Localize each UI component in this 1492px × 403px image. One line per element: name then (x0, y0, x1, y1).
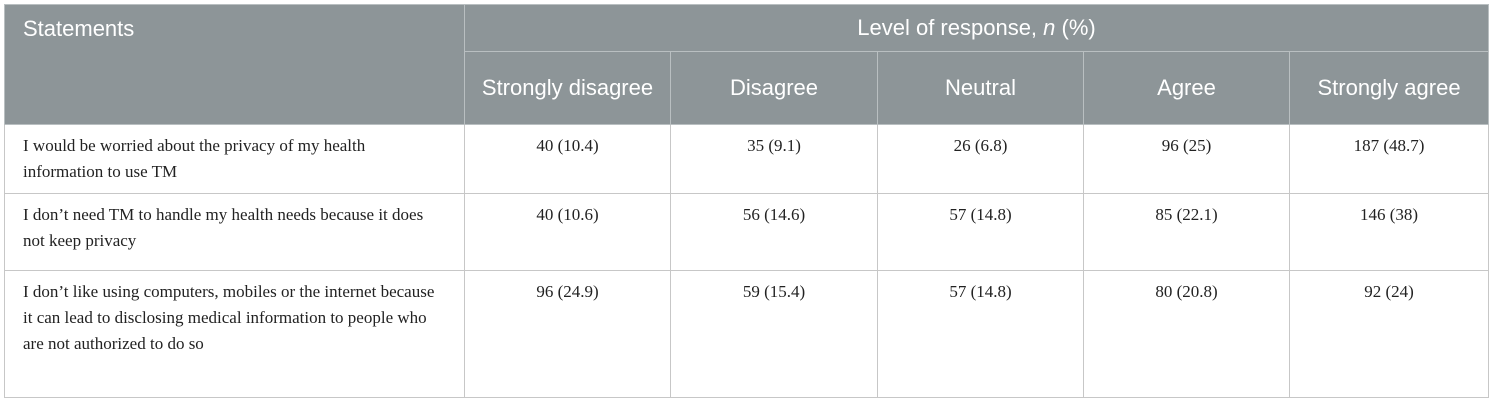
value-cell: 56 (14.6) (670, 193, 878, 271)
value-cell: 59 (15.4) (670, 270, 878, 398)
table-body: I would be worried about the privacy of … (4, 124, 1490, 398)
value-cell: 26 (6.8) (877, 124, 1084, 194)
value-cell: 35 (9.1) (670, 124, 878, 194)
statement-cell: I don’t like using computers, mobiles or… (4, 270, 465, 398)
value-cell: 40 (10.4) (464, 124, 671, 194)
header-cell: Strongly agree (1288, 51, 1490, 125)
value-cell: 57 (14.8) (877, 193, 1084, 271)
value-cell: 80 (20.8) (1083, 270, 1290, 398)
header-cell: Strongly disagree (464, 51, 671, 125)
response-table: Statements Level of response, n (%) Stro… (4, 4, 1490, 398)
header-row: Strongly disagree Disagree Neutral Agree… (5, 51, 1490, 125)
statement-cell: I don’t need TM to handle my health need… (4, 193, 465, 271)
value-cell: 85 (22.1) (1083, 193, 1290, 271)
value-cell: 40 (10.6) (464, 193, 671, 271)
table-row: I would be worried about the privacy of … (4, 124, 1490, 194)
value-cell: 57 (14.8) (877, 270, 1084, 398)
header-cell: Statements (4, 4, 465, 125)
table-row: I don’t need TM to handle my health need… (4, 193, 1490, 271)
group-text: Level of response, (857, 15, 1044, 40)
value-cell: 146 (38) (1288, 193, 1490, 271)
value-cell: 92 (24) (1288, 270, 1490, 398)
value-cell: 96 (24.9) (464, 270, 671, 398)
value-cell: 187 (48.7) (1288, 124, 1490, 194)
group-text: (%) (1055, 15, 1096, 40)
header-row: Statements Level of response, n (%) (4, 4, 1490, 125)
header-cell: Agree (1083, 51, 1290, 125)
statement-cell: I would be worried about the privacy of … (4, 124, 465, 194)
header-cell: Disagree (670, 51, 878, 125)
group-header: Level of response, n (%) (463, 4, 1490, 52)
group-italic: n (1043, 15, 1056, 40)
table-row: I don’t like using computers, mobiles or… (4, 270, 1490, 398)
value-cell: 96 (25) (1083, 124, 1290, 194)
table-header: Statements Level of response, n (%) Stro… (4, 4, 1490, 125)
header-cell: Neutral (877, 51, 1084, 125)
